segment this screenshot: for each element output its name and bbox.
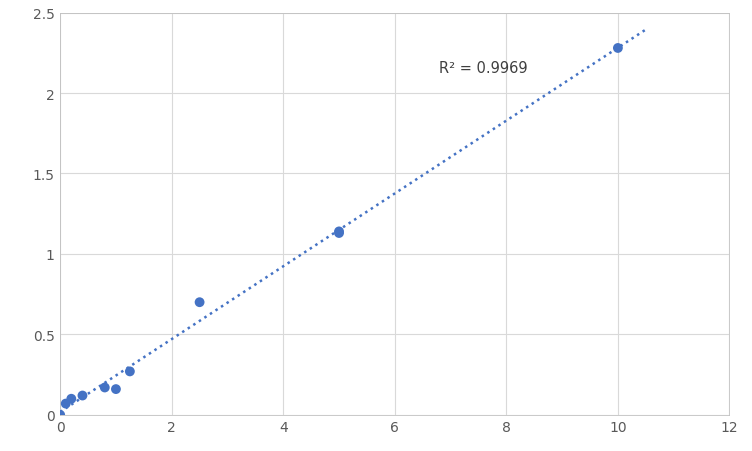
Text: R² = 0.9969: R² = 0.9969 (439, 61, 528, 76)
Point (110, 386, 122, 393)
Point (193, 299, 205, 306)
Point (612, 45, 624, 52)
Point (124, 368, 136, 375)
Point (54, 411, 66, 419)
Point (65, 395, 77, 402)
Point (333, 230, 345, 237)
Point (59, 400, 71, 407)
Point (77, 392, 89, 399)
Point (333, 228, 345, 235)
Point (99, 384, 111, 391)
